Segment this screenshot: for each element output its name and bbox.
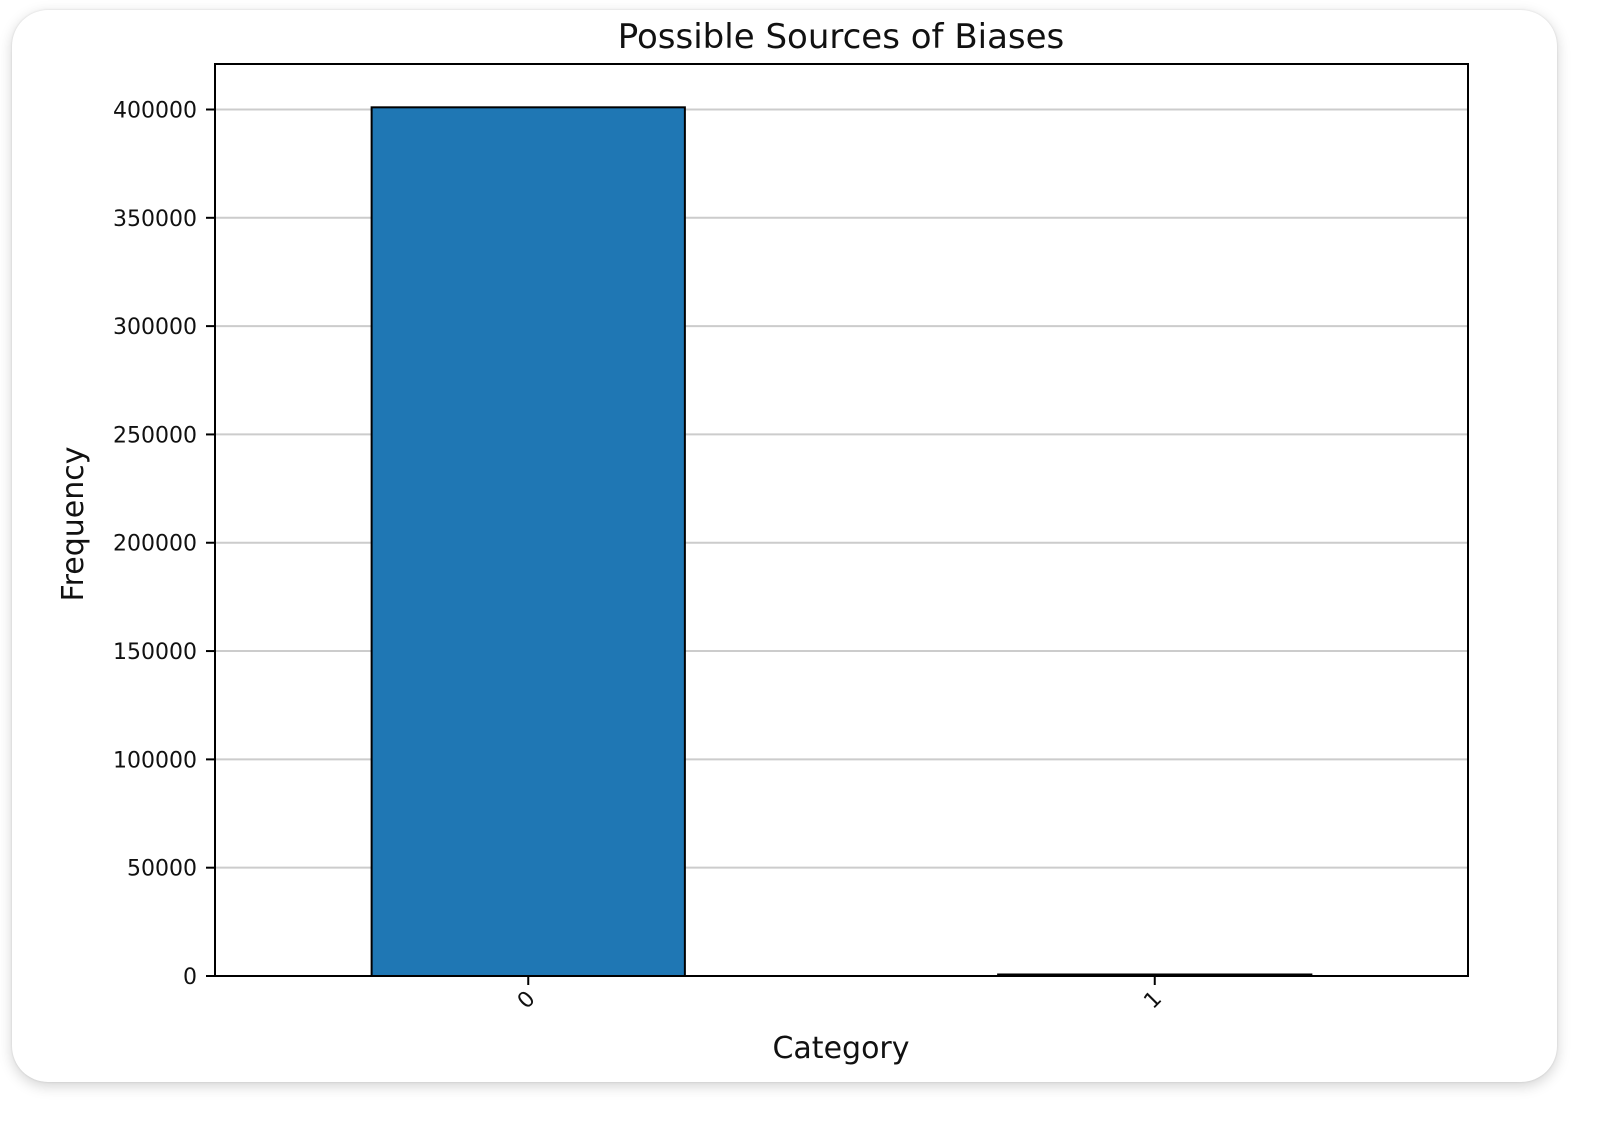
y-tick-label: 0 <box>183 965 197 990</box>
y-tick-label: 400000 <box>113 98 197 123</box>
chart-title: Possible Sources of Biases <box>618 17 1065 57</box>
chart-card <box>12 10 1557 1082</box>
y-tick-label: 200000 <box>113 532 197 557</box>
y-axis-label: Frequency <box>56 447 91 602</box>
x-tick-label: 0 <box>513 987 541 1015</box>
x-tick-label: 1 <box>1139 987 1167 1015</box>
y-axis-ticks: 0 50000 100000 150000 200000 250000 300000 3500… <box>113 98 215 990</box>
bars <box>370 106 1313 977</box>
y-tick-label: 100000 <box>113 748 197 773</box>
y-tick-label: 350000 <box>113 207 197 232</box>
y-tick-label: 150000 <box>113 640 197 665</box>
plot-frame <box>214 63 1469 977</box>
y-tick-label: 50000 <box>127 857 197 882</box>
y-tick-label: 300000 <box>113 315 197 340</box>
y-tick-label: 250000 <box>113 423 197 448</box>
bar-category-0 <box>370 106 686 977</box>
x-axis-label: Category <box>772 1031 909 1066</box>
